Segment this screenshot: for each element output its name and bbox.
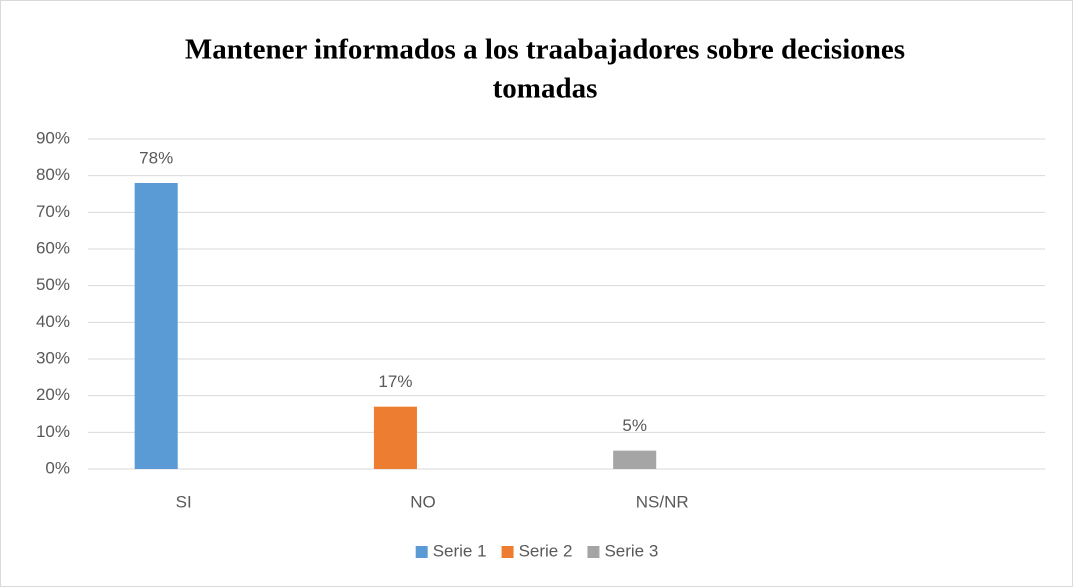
bar (134, 183, 178, 469)
bar (613, 450, 657, 469)
chart-title: Mantener informados a los traabajadores … (185, 34, 905, 66)
legend-swatch (587, 546, 600, 558)
data-label: 5% (622, 416, 647, 435)
bar (373, 406, 417, 469)
y-tick-label: 60% (36, 238, 70, 257)
legend-swatch (501, 546, 514, 558)
y-tick-label: 50% (36, 275, 70, 294)
data-label: 78% (139, 148, 173, 167)
y-tick-label: 20% (36, 385, 70, 404)
legend-label: Serie 1 (433, 541, 487, 560)
y-tick-label: 10% (36, 422, 70, 441)
y-tick-label: 80% (36, 165, 70, 184)
x-tick-label: NO (410, 492, 436, 511)
y-tick-label: 30% (36, 348, 70, 367)
legend-label: Serie 2 (519, 541, 573, 560)
x-tick-label: NS/NR (636, 492, 689, 511)
y-tick-label: 70% (36, 202, 70, 221)
y-tick-label: 40% (36, 312, 70, 331)
x-tick-label: SI (176, 492, 192, 511)
chart-title: tomadas (493, 73, 598, 105)
y-tick-label: 90% (36, 128, 70, 147)
legend-label: Serie 3 (604, 541, 658, 560)
data-label: 17% (378, 372, 412, 391)
legend-swatch (415, 546, 428, 558)
y-tick-label: 0% (45, 458, 70, 477)
